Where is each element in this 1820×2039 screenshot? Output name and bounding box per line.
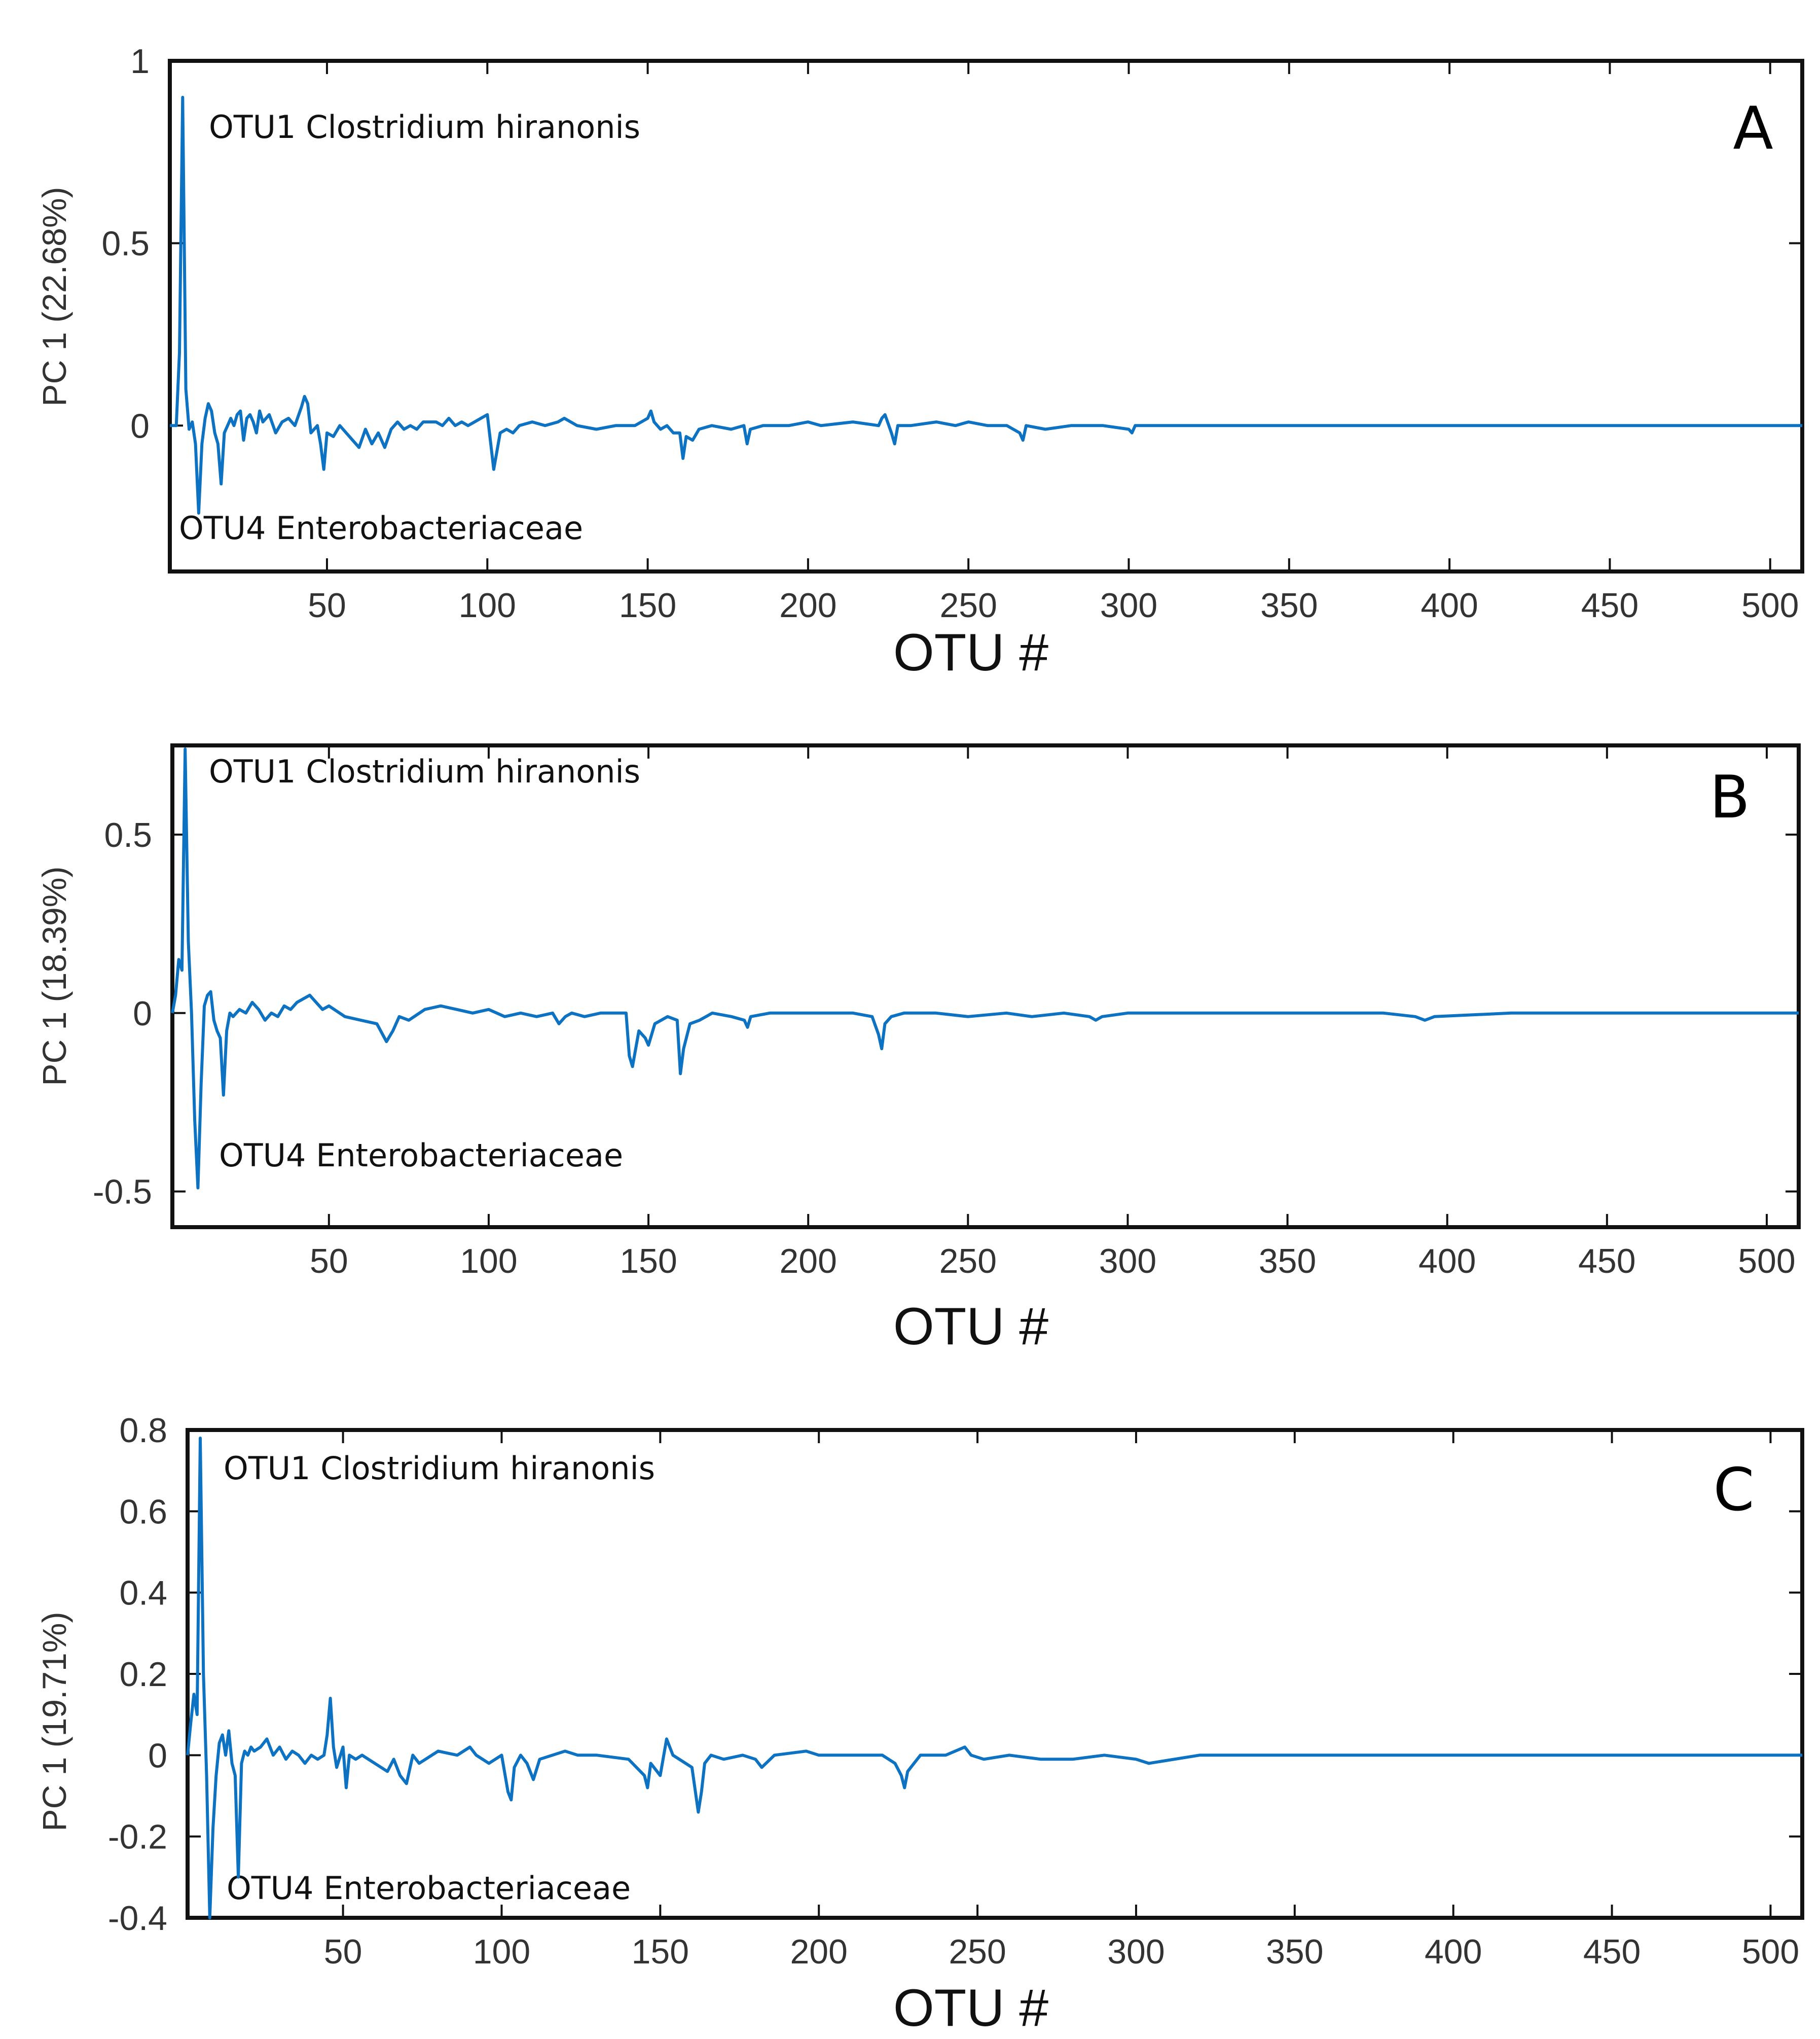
y-tick-label: 0.4 [119,1574,167,1613]
x-tick-label: 150 [619,586,676,625]
x-tick-label: 50 [324,1933,362,1971]
x-tick-label: 250 [939,586,997,625]
x-tick-label: 300 [1100,586,1157,625]
plot-frame [170,743,1801,1229]
y-axis-title: PC 1 (19.71%) [35,1612,73,1832]
y-tick-label: 0.2 [119,1655,167,1694]
y-tick-label: 1 [130,42,150,81]
x-tick-label: 500 [1742,1933,1799,1971]
series-line [170,95,1802,515]
x-tick-label: 50 [310,1242,348,1280]
x-tick-label: 100 [459,586,516,625]
x-tick-label: 450 [1581,586,1639,625]
y-tick-label: 0.6 [119,1492,167,1531]
plot-frame [168,59,1804,574]
panel-letter: A [1733,94,1773,163]
series-line [171,747,1799,1190]
x-tick-label: 300 [1107,1933,1164,1971]
x-tick-label: 300 [1099,1242,1156,1280]
x-axis-title: OTU # [893,1297,1048,1356]
y-axis-title: PC 1 (18.39%) [35,867,73,1086]
x-tick-label: 450 [1578,1242,1635,1280]
y-tick-label: 0.8 [119,1411,167,1450]
x-tick-label: 350 [1266,1933,1323,1971]
panel-c: PC 1 (19.71%) OTU # C OTU1 Clostridium h… [35,1411,1804,2037]
plot-frame [186,1428,1804,1920]
y-tick-label: -0.5 [93,1173,152,1211]
y-tick-label: 0.5 [104,816,152,854]
series-line [186,1437,1802,1919]
panel-a: PC 1 (22.68%) OTU # A OTU1 Clostridium h… [35,42,1804,682]
x-tick-label: 350 [1260,586,1318,625]
y-axis-title: PC 1 (22.68%) [35,187,73,407]
x-tick-label: 400 [1418,1242,1476,1280]
x-tick-label: 400 [1425,1933,1482,1971]
annotation-top: OTU1 Clostridium hiranonis [209,109,640,146]
x-tick-label: 150 [632,1933,689,1971]
panel-letter: C [1714,1456,1755,1524]
x-tick-label: 500 [1738,1242,1795,1280]
y-tick-label: 0 [148,1736,167,1775]
annotation-top: OTU1 Clostridium hiranonis [224,1450,655,1487]
x-tick-label: 400 [1421,586,1478,625]
y-tick-label: 0 [133,994,152,1033]
x-tick-label: 100 [473,1933,530,1971]
x-tick-label: 50 [308,586,346,625]
x-tick-label: 250 [949,1933,1006,1971]
y-tick-label: -0.2 [108,1818,167,1856]
x-tick-label: 150 [620,1242,677,1280]
annotation-bottom: OTU4 Enterobacteriaceae [227,1870,631,1907]
panel-b: PC 1 (18.39%) OTU # B OTU1 Clostridium h… [35,743,1801,1356]
y-tick-label: 0.5 [101,225,150,263]
x-tick-label: 450 [1583,1933,1641,1971]
x-tick-label: 350 [1259,1242,1316,1280]
annotation-bottom: OTU4 Enterobacteriaceae [179,510,583,547]
x-axis-title: OTU # [893,1979,1048,2037]
x-tick-label: 100 [460,1242,517,1280]
x-tick-label: 500 [1741,586,1799,625]
x-tick-label: 200 [779,1242,836,1280]
x-tick-label: 200 [790,1933,847,1971]
x-axis-title: OTU # [893,623,1048,682]
y-tick-label: 0 [130,407,150,445]
y-tick-label: -0.4 [108,1899,167,1938]
x-tick-label: 200 [779,586,836,625]
x-tick-label: 250 [939,1242,997,1280]
annotation-top: OTU1 Clostridium hiranonis [209,753,640,790]
annotation-bottom: OTU4 Enterobacteriaceae [219,1137,623,1174]
panel-letter: B [1709,763,1750,832]
